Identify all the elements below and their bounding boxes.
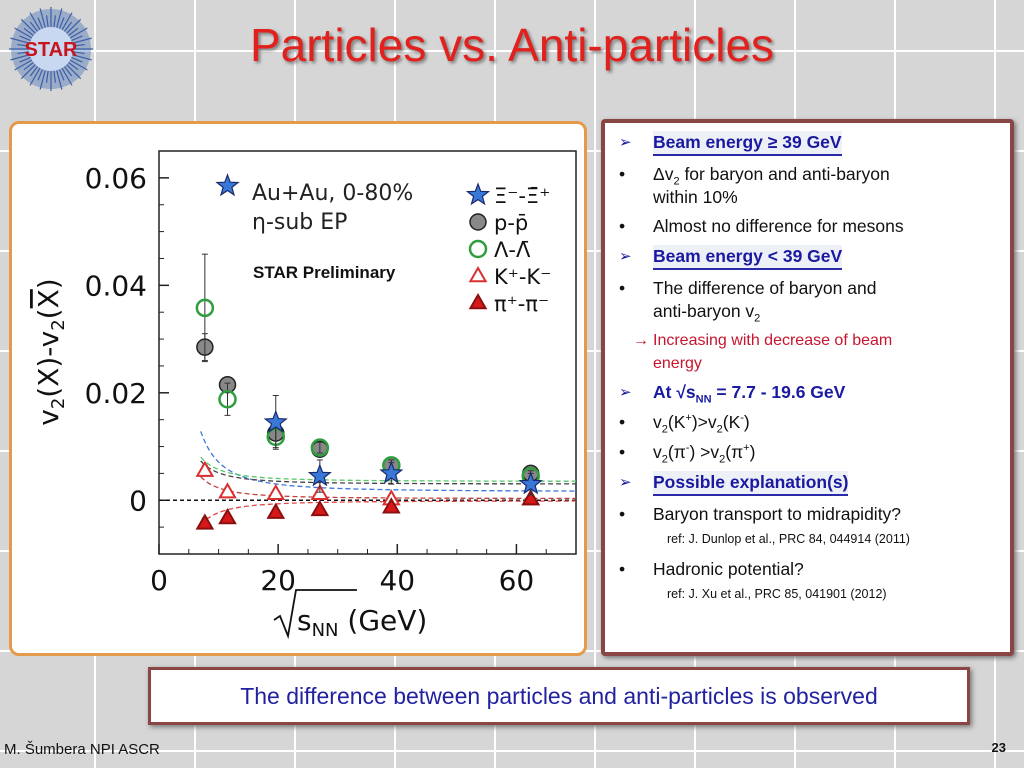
arrow-bullet-icon: ➢ (619, 384, 632, 401)
bullet-beam-energy-low: ➢ Beam energy < 39 GeV (619, 245, 1002, 270)
x-tick-label: 0 (150, 564, 168, 597)
chart-frame: 0 20 40 60 0 0.02 0.04 0.06 Au+Au, 0-80% η-sub … (9, 121, 587, 656)
slide-title: Particles vs. Anti-particles (249, 19, 775, 71)
dot-bullet-icon: • (619, 164, 626, 184)
fit-xi (200, 431, 576, 492)
legend-marker-kaon (468, 265, 488, 283)
bullet-beam-energy-high: ➢ Beam energy ≥ 39 GeV (619, 131, 1002, 156)
data-point-pion (266, 502, 286, 519)
annotation-preliminary: STAR Preliminary (253, 263, 396, 282)
bullet-mesons: • Almost no difference for mesons (619, 216, 904, 236)
legend-label-xi: Ξ⁻-Ξ̄⁺ (494, 184, 550, 208)
dot-bullet-icon: • (619, 559, 626, 579)
data-point-lambda (195, 298, 215, 318)
x-tick-label: 60 (499, 564, 535, 597)
arrow-bullet-icon: ➢ (619, 134, 632, 151)
data-point-xi (215, 173, 240, 197)
legend-label-pion: π⁺-π⁻ (494, 292, 549, 316)
bullet-baryon-difference: • The difference of baryon and anti-baryo… (619, 278, 877, 325)
legend-marker-xi (465, 182, 491, 206)
info-box: ➢ Beam energy ≥ 39 GeV • Δv2 for baryon … (601, 119, 1014, 656)
reference-xu: ref: J. Xu et al., PRC 85, 041901 (2012) (667, 587, 887, 601)
legend-marker-lambda (468, 239, 488, 259)
y-tick-label: 0 (129, 484, 147, 517)
data-point-pion (521, 489, 541, 506)
data-point-pion (381, 497, 401, 514)
y-tick-label: 0.06 (85, 162, 147, 195)
legend-marker-proton (469, 213, 487, 231)
x-tick-label: 40 (379, 564, 415, 597)
x-axis-label: sNN (GeV) (273, 589, 427, 641)
data-point-xi (263, 409, 288, 433)
v2-difference-chart: 0 20 40 60 0 0.02 0.04 0.06 Au+Au, 0-80% η-sub … (32, 150, 577, 641)
y-tick-label: 0.04 (85, 269, 147, 302)
svg-text:sNN (GeV): sNN (GeV) (297, 604, 427, 641)
dot-bullet-icon: • (619, 442, 626, 462)
reference-dunlop: ref: J. Dunlop et al., PRC 84, 044914 (2… (667, 532, 910, 546)
legend-label-lambda: Λ-Λ̄ (494, 238, 531, 262)
fit-kaon (200, 476, 576, 500)
y-axis-label: v2(X)-v2(X) (32, 278, 69, 426)
sub-bullet-increasing: → Increasing with decrease of beam energy (619, 329, 1002, 375)
dot-bullet-icon: • (619, 216, 626, 236)
dot-bullet-icon: • (619, 412, 626, 432)
annotation-method: η-sub EP (252, 210, 347, 235)
data-point-kaon (266, 483, 286, 501)
data-point-pion (218, 507, 237, 525)
data-point-xi (379, 460, 404, 484)
arrow-bullet-icon: ➢ (619, 248, 632, 265)
bullet-pion-v2: • v2(π-) >v2(π+) (619, 442, 756, 466)
arrow-bullet-icon: ➢ (619, 474, 632, 491)
bullet-possible-explanations: ➢ Possible explanation(s) (619, 471, 1002, 496)
bullet-delta-v2: • Δv2 for baryon and anti-baryon within 1… (619, 164, 890, 207)
logo-text: STAR (25, 39, 79, 61)
star-logo: STAR (9, 7, 93, 91)
bullet-hadronic-potential: • Hadronic potential? (619, 559, 804, 579)
legend-marker-pion (468, 292, 488, 310)
footer-author: M. Šumbera NPI ASCR (4, 741, 160, 758)
data-point-xi (518, 471, 543, 495)
data-point-lambda (218, 389, 237, 409)
fit-proton (200, 460, 576, 485)
bullet-sqrt-snn: ➢ At √sNN = 7.7 - 19.6 GeV (619, 382, 846, 406)
y-tick-label: 0.02 (85, 377, 147, 410)
conclusion-box: The difference between particles and ant… (148, 667, 970, 725)
right-arrow-icon: → (633, 332, 649, 349)
legend-label-kaon: K⁺-K⁻ (494, 265, 551, 289)
bullet-kaon-v2: • v2(K+)>v2(K-) (619, 412, 750, 436)
fit-lambda (200, 456, 576, 482)
x-tick-label: 20 (260, 564, 296, 597)
annotation-system: Au+Au, 0-80% (252, 181, 413, 206)
data-point-kaon (195, 460, 215, 477)
data-point-lambda (310, 438, 330, 457)
data-point-pion (310, 499, 330, 517)
bullet-baryon-transport: • Baryon transport to midrapidity? (619, 504, 902, 524)
data-point-xi (307, 463, 332, 487)
data-point-kaon (218, 482, 237, 499)
data-point-pion (195, 513, 215, 530)
page-number: 23 (991, 740, 1006, 755)
legend-label-proton: p-p̄ (494, 211, 528, 235)
dot-bullet-icon: • (619, 278, 626, 298)
dot-bullet-icon: • (619, 504, 626, 524)
